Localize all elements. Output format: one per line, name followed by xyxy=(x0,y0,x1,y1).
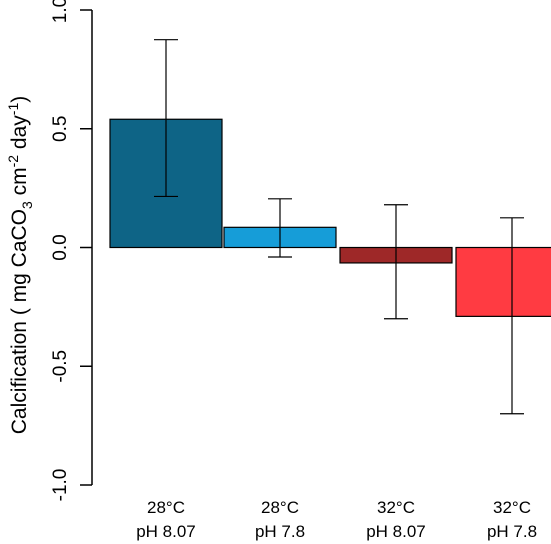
y-tick-label: 0.0 xyxy=(50,234,71,260)
category-label-ph: pH 7.8 xyxy=(255,522,305,541)
y-axis-label: Calcification ( mg CaCO3 cm-2 day-1) xyxy=(5,96,35,434)
category-labels-group: 28°C pH 8.07 28°C pH 7.8 32°C pH 8.07 32°C pH 7… xyxy=(136,498,537,541)
bar xyxy=(455,246,551,317)
y-tick-label: -0.5 xyxy=(50,350,71,383)
y-tick-label: -1.0 xyxy=(50,469,71,502)
y-axis: -1.0 -0.5 0.0 0.5 1.0 xyxy=(50,0,93,502)
y-tick-label: 1.0 xyxy=(50,0,71,23)
bars-group xyxy=(109,118,551,317)
category-label-temperature: 28°C xyxy=(261,498,299,517)
category-label-temperature: 32°C xyxy=(377,498,415,517)
category-label-ph: pH 8.07 xyxy=(136,522,196,541)
category-label-ph: pH 7.8 xyxy=(487,522,537,541)
y-tick-label: 0.5 xyxy=(50,116,71,142)
category-label-temperature: 32°C xyxy=(493,498,531,517)
error-bars-group xyxy=(154,39,524,415)
category-label-ph: pH 8.07 xyxy=(366,522,426,541)
category-label-temperature: 28°C xyxy=(147,498,185,517)
